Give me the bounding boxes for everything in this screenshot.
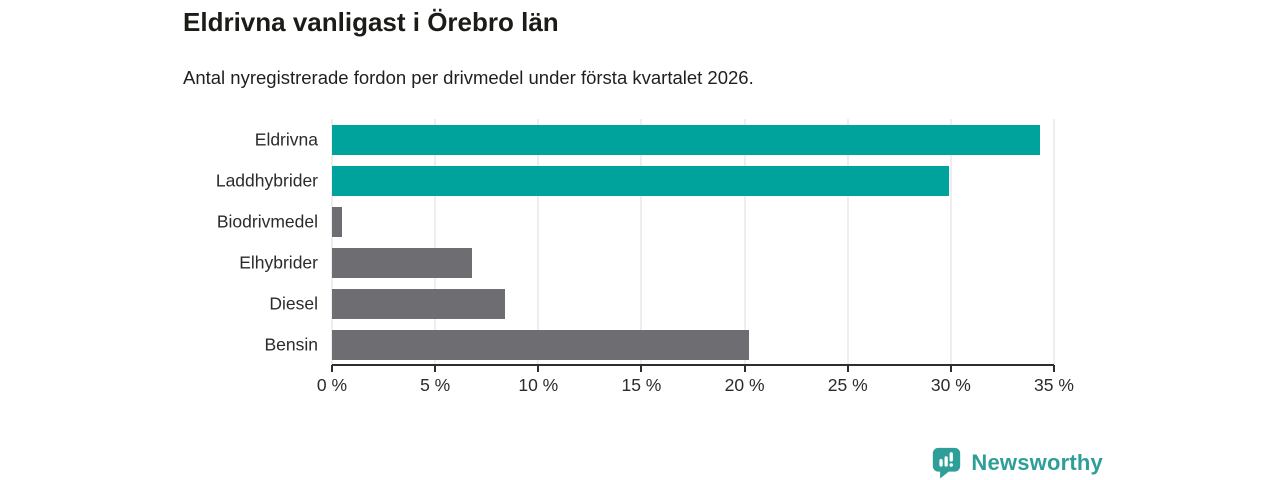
bar-biodrivmedel <box>332 206 343 237</box>
bar-row: Biodrivmedel <box>217 201 1054 242</box>
x-tick-label: 10 % <box>518 375 559 395</box>
bar-bensin <box>332 329 749 360</box>
bar-laddhybrider <box>332 165 949 196</box>
x-axis-tick <box>331 365 333 372</box>
newsworthy-logo-text: Newsworthy <box>971 449 1103 475</box>
x-axis-tick <box>743 365 746 372</box>
x-axis-tick <box>949 365 952 372</box>
category-label: Bensin <box>264 334 318 354</box>
bar-row: Bensin <box>264 324 1054 365</box>
chart-subtitle: Antal nyregistrerade fordon per drivmede… <box>183 67 754 88</box>
bar-row: Laddhybrider <box>216 160 1054 201</box>
x-axis-tick <box>640 365 643 372</box>
gridline <box>744 119 746 365</box>
category-label: Eldrivna <box>254 129 318 149</box>
category-label: Diesel <box>269 293 318 313</box>
plot-area: Eldrivna Laddhybrider Biodrivmedel Elhybrid… <box>216 119 1074 395</box>
x-tick-label: 0 % <box>316 375 348 395</box>
bar-elhybrider <box>332 247 473 278</box>
gridline <box>847 119 849 365</box>
category-label: Biodrivmedel <box>216 211 318 231</box>
x-axis-tick <box>434 365 437 372</box>
gridline <box>950 119 952 365</box>
category-label: Elhybrider <box>239 252 318 272</box>
gridline <box>434 119 436 365</box>
x-tick-label: 20 % <box>724 375 765 395</box>
x-tick-label: 30 % <box>930 375 971 395</box>
newsworthy-bar-chart-bubble-icon <box>933 447 961 479</box>
x-axis-tick <box>537 365 540 372</box>
x-tick-label: 15 % <box>621 375 662 395</box>
gridline <box>640 119 642 365</box>
x-tick-label: 5 % <box>420 375 451 395</box>
x-tick-label: 35 % <box>1034 375 1074 395</box>
x-axis-tick <box>1053 365 1055 372</box>
bar-row: Diesel <box>269 283 1054 324</box>
bar-eldrivna <box>332 124 1040 155</box>
newsworthy-logo: Newsworthy <box>931 446 1103 479</box>
bar-diesel <box>332 288 506 319</box>
gridline <box>537 119 539 365</box>
x-tick-label: 25 % <box>827 375 868 395</box>
bar-row: Eldrivna <box>255 119 1054 160</box>
category-label: Laddhybrider <box>215 170 318 190</box>
chart-title: Eldrivna vanligast i Örebro län <box>183 7 559 37</box>
x-axis-tick <box>846 365 849 372</box>
bar-row: Elhybrider <box>239 242 1054 283</box>
x-axis-line <box>332 364 1054 366</box>
gridline <box>1053 119 1055 365</box>
gridline <box>331 119 333 365</box>
